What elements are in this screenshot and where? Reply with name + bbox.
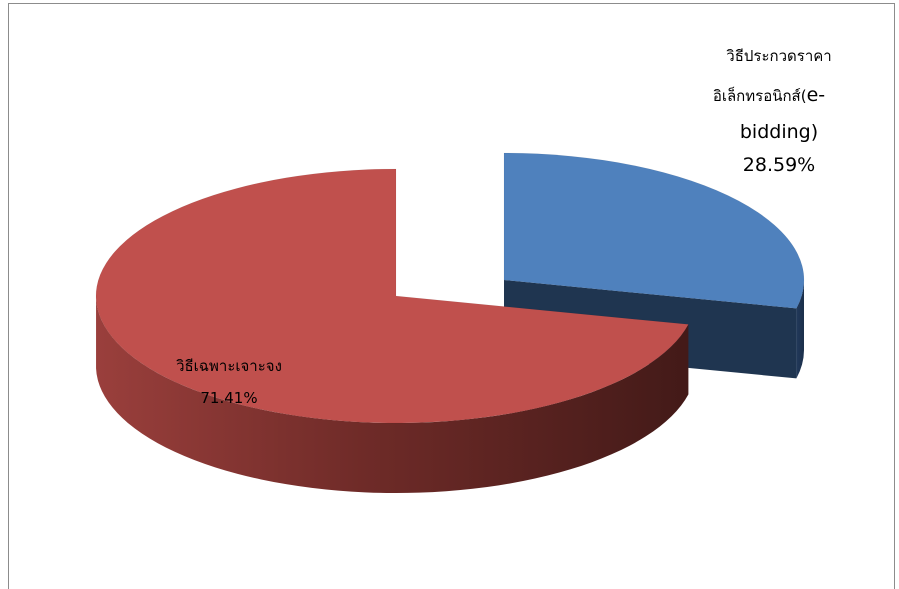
pie-chart — [95, 152, 805, 493]
slice-side-wall — [796, 280, 804, 379]
slice-label-specific: วิธีเฉพาะเจาะจง — [176, 357, 282, 375]
slice-percent-specific: 71.41% — [200, 389, 258, 407]
slice-label-ebidding-line2a: อิเล็กทรอนิกส์( — [712, 87, 807, 105]
chart-area: วิธีประกวดราคา อิเล็กทรอนิกส์(e- bidding… — [8, 3, 895, 589]
slice-label-ebidding-line2b: e- — [806, 84, 826, 106]
slice-top-1 — [95, 168, 689, 424]
slice-percent-ebidding: 28.59% — [742, 154, 816, 176]
slice-side-wall — [96, 298, 689, 493]
slice-label-ebidding-line1: วิธีประกวดราคา — [726, 47, 832, 65]
slice-side-1 — [96, 298, 689, 493]
slice-top-0 — [503, 152, 805, 309]
slice-label-ebidding-line3: bidding) — [739, 121, 819, 143]
slice-label-ebidding-line2: อิเล็กทรอนิกส์(e- — [679, 84, 859, 108]
